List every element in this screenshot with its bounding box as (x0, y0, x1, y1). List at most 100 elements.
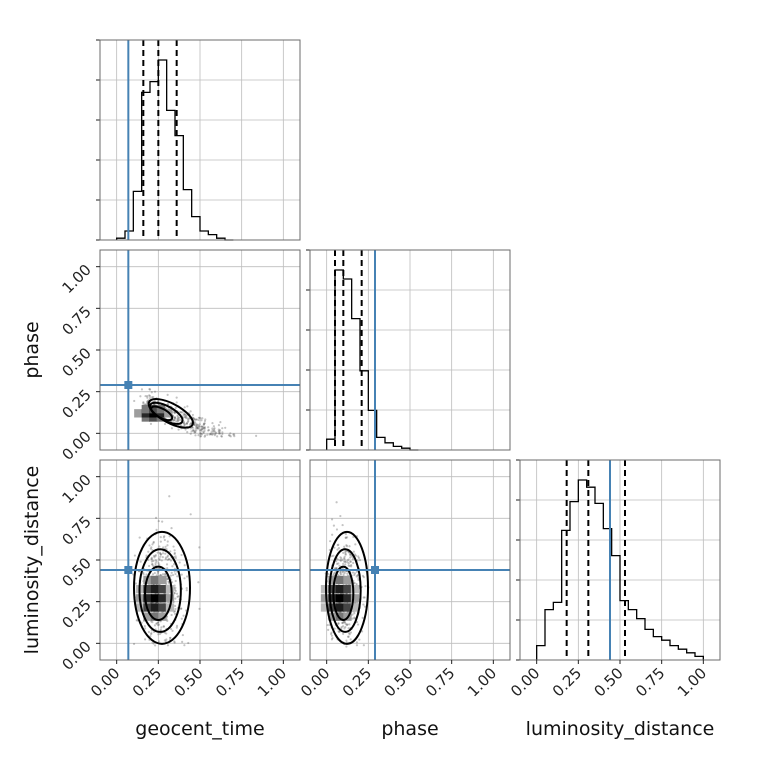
density-cell (350, 603, 360, 612)
sample-point (157, 400, 160, 403)
sample-point (362, 576, 365, 579)
histogram-luminosity_distance (536, 479, 704, 660)
sample-point (353, 553, 357, 556)
sample-point (337, 543, 340, 546)
density-cell (350, 585, 360, 594)
sample-point (159, 632, 162, 635)
sample-point (336, 573, 340, 577)
contour-level-2 (147, 398, 194, 429)
sample-point (338, 630, 341, 634)
sample-point (326, 623, 329, 627)
sample-point (200, 425, 203, 428)
sample-point (347, 562, 350, 565)
sample-point (211, 429, 214, 432)
sample-point (329, 540, 332, 543)
sample-point (220, 435, 223, 438)
sample-point (355, 575, 358, 578)
sample-point (174, 607, 177, 611)
sample-point (202, 430, 205, 433)
sample-point (194, 431, 197, 434)
sample-point (157, 621, 160, 624)
sample-point (170, 527, 173, 530)
sample-point (148, 394, 151, 397)
sample-point (198, 416, 201, 419)
x-tick-label: 0.75 (632, 664, 668, 700)
joint-panel-geocent_time-luminosity_distance (99, 459, 301, 661)
sample-point (207, 426, 210, 429)
sample-point (232, 433, 235, 436)
sample-point (163, 573, 167, 576)
sample-point (173, 610, 177, 613)
sample-point (198, 607, 201, 610)
x-tick-label: 0.25 (339, 664, 375, 700)
sample-point (153, 571, 156, 575)
density-cell (158, 585, 167, 594)
sample-point (185, 422, 188, 425)
sample-point (163, 538, 166, 542)
sample-point (152, 642, 155, 645)
sample-point (149, 635, 152, 638)
sample-point (351, 613, 354, 616)
sample-point (345, 639, 348, 642)
sample-point (211, 432, 215, 435)
sample-point (169, 627, 173, 631)
sample-point (206, 433, 209, 436)
sample-point (176, 575, 179, 578)
sample-point (157, 519, 160, 523)
sample-point (152, 554, 156, 558)
sample-point (203, 419, 207, 423)
sample-point (173, 640, 176, 643)
sample-point (174, 586, 177, 590)
sample-point (358, 638, 361, 641)
sample-point (146, 395, 149, 398)
sample-point (144, 627, 147, 630)
sample-point (217, 428, 220, 431)
density-cell (320, 585, 330, 594)
sample-point (150, 546, 153, 549)
y-tick-label: 0.00 (58, 637, 94, 673)
sample-point (159, 552, 162, 555)
sample-point (159, 553, 162, 556)
sample-point (164, 557, 167, 561)
sample-point (144, 403, 147, 406)
density-cell (158, 603, 167, 612)
sample-point (351, 617, 354, 620)
sample-point (166, 644, 170, 647)
sample-point (349, 560, 352, 563)
sample-point (162, 625, 165, 628)
sample-point (342, 557, 346, 560)
sample-point (333, 571, 337, 574)
sample-point (200, 428, 203, 431)
sample-point (207, 428, 211, 432)
sample-point (344, 563, 347, 566)
x-tick-label: 0.00 (507, 664, 543, 700)
sample-point (159, 540, 162, 543)
sample-point (185, 415, 188, 418)
sample-point (217, 430, 220, 433)
sample-point (344, 560, 347, 563)
sample-point (344, 625, 347, 629)
sample-point (143, 625, 146, 628)
sample-point (152, 540, 155, 544)
sample-point (196, 426, 199, 430)
sample-point (173, 411, 176, 414)
sample-point (146, 396, 149, 399)
sample-point (199, 435, 202, 438)
sample-point (198, 425, 201, 428)
sample-point (192, 417, 196, 420)
sample-point (350, 555, 353, 558)
sample-point (139, 395, 142, 398)
joint-panel-geocent_time-phase (99, 249, 301, 451)
sample-point (194, 430, 197, 433)
density-cell (343, 575, 352, 585)
sample-point (330, 631, 333, 634)
sample-point (175, 420, 178, 423)
density-cell (150, 594, 160, 603)
density-cell (328, 603, 337, 612)
sample-point (158, 557, 161, 560)
sample-point (150, 633, 153, 636)
sample-point (355, 641, 359, 644)
sample-point (189, 422, 192, 425)
contour-level-2 (133, 530, 191, 645)
